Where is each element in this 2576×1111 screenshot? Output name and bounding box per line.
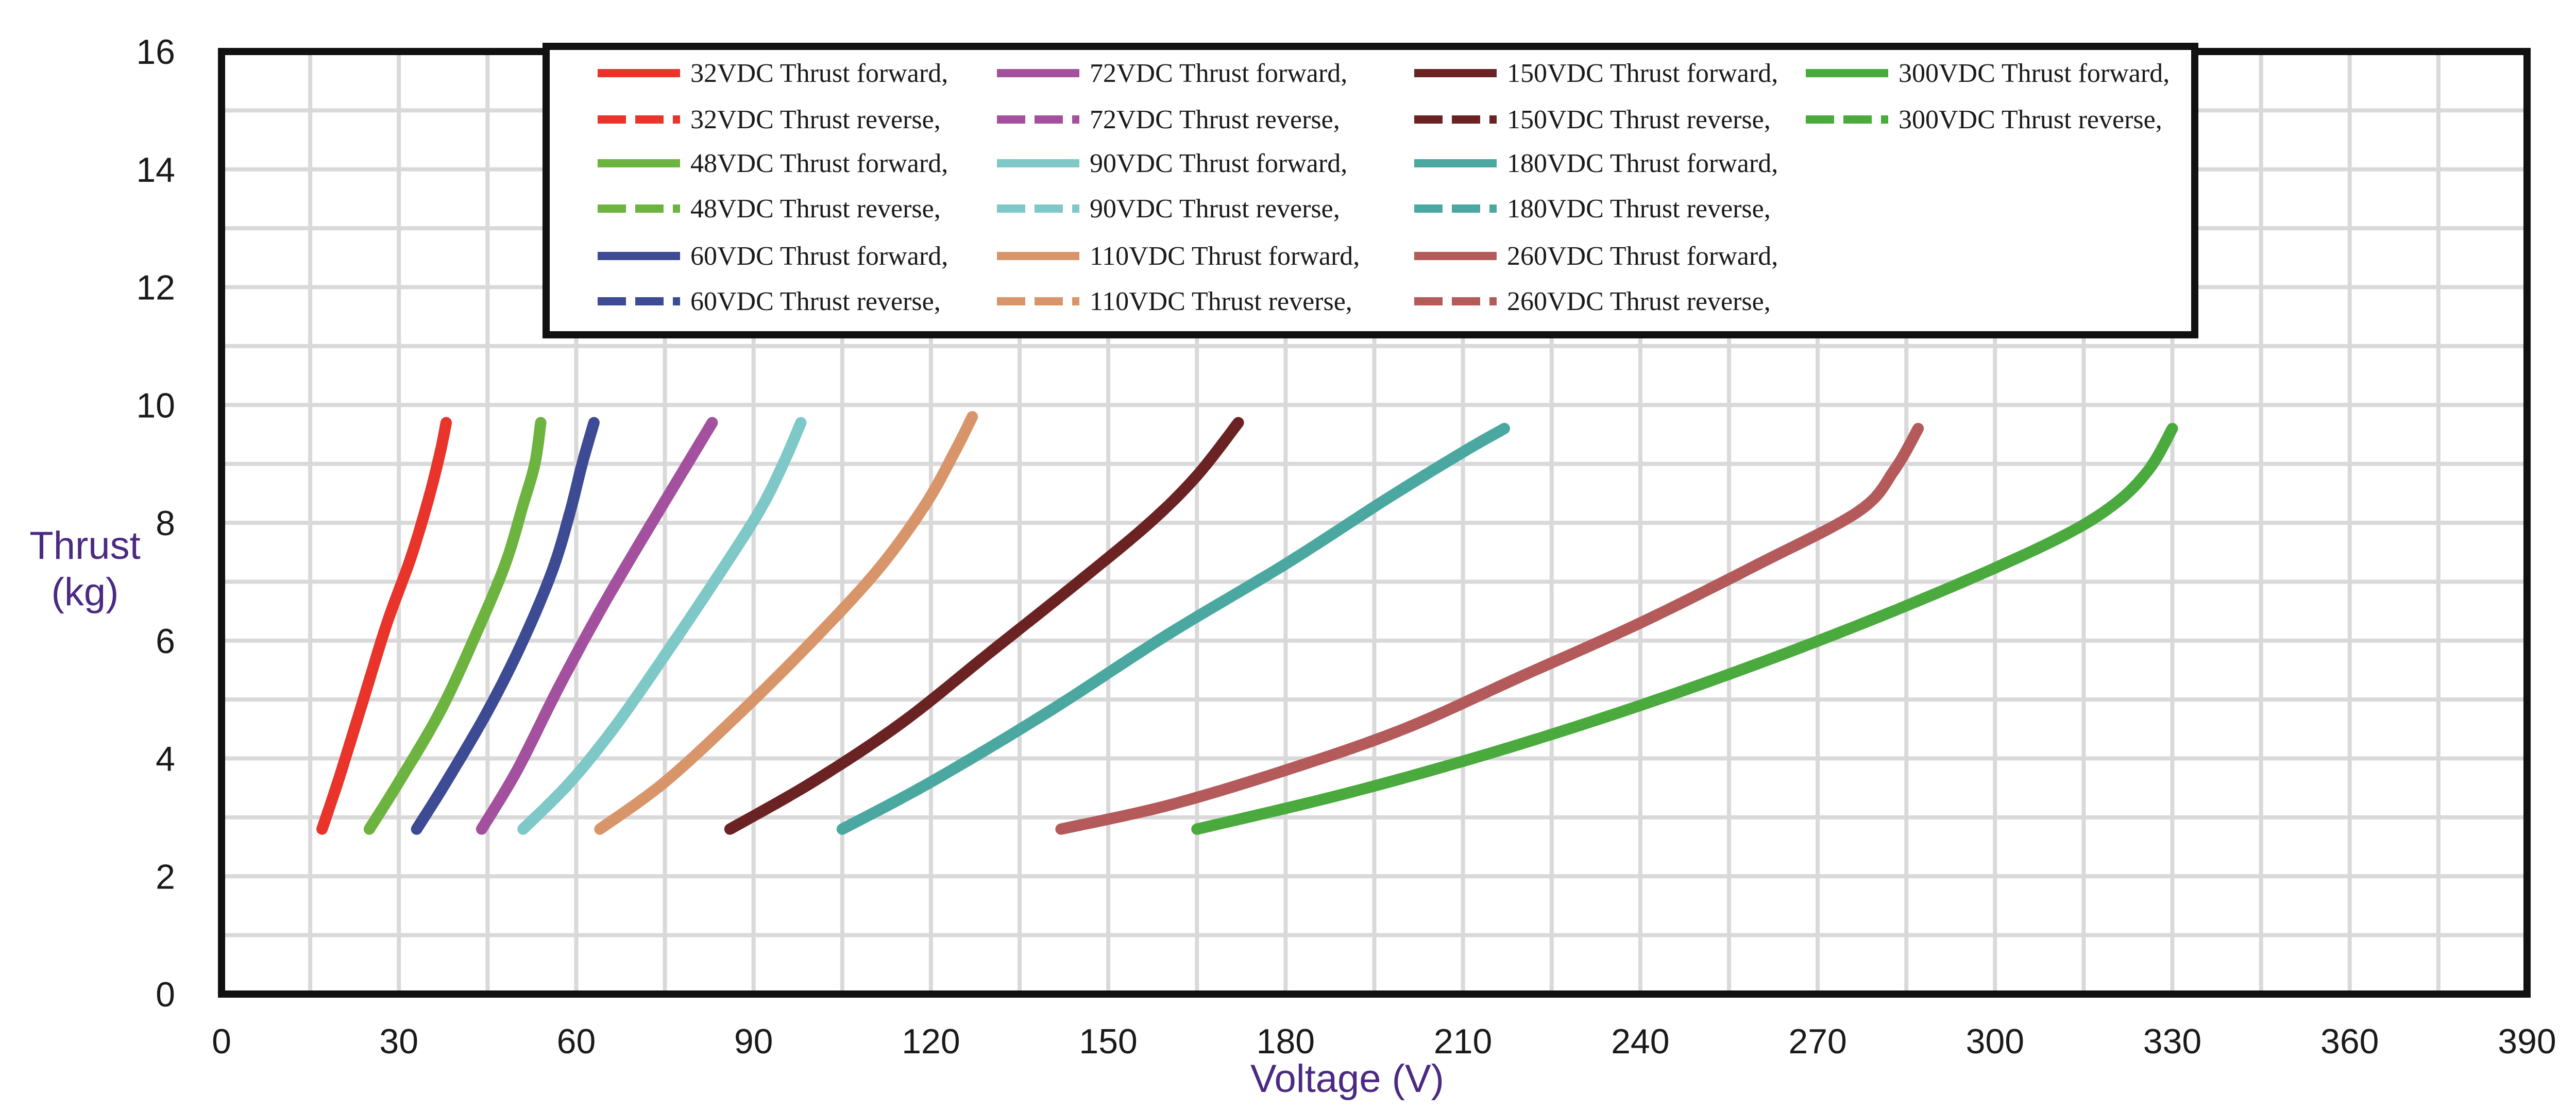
y-tick-label: 0: [156, 975, 175, 1014]
legend-label-forward-48VDC: 48VDC Thrust forward,: [690, 149, 948, 178]
legend-label-reverse-48VDC: 48VDC Thrust reverse,: [690, 194, 941, 224]
x-tick-labels: 0 30 60 90 120 150 180 210 240 270 300 330 360 390: [212, 1022, 2556, 1061]
data-curves: [316, 411, 2178, 835]
series-reverse-150VDC: [727, 419, 1243, 834]
legend-label-reverse-60VDC: 60VDC Thrust reverse,: [690, 287, 941, 316]
x-tick-label: 270: [1788, 1022, 1846, 1061]
x-tick-label: 150: [1079, 1022, 1137, 1061]
x-tick-label: 390: [2498, 1022, 2556, 1061]
legend-box: [543, 43, 2198, 338]
y-tick-label: 16: [136, 32, 175, 72]
legend-label-forward-180VDC: 180VDC Thrust forward,: [1507, 149, 1778, 178]
legend-label-forward-60VDC: 60VDC Thrust forward,: [690, 242, 948, 271]
legend-label-reverse-300VDC: 300VDC Thrust reverse,: [1899, 105, 2162, 134]
x-tick-label: 120: [902, 1022, 960, 1061]
legend-label-forward-72VDC: 72VDC Thrust forward,: [1090, 59, 1347, 88]
legend-label-forward-32VDC: 32VDC Thrust forward,: [690, 59, 948, 88]
legend-label-forward-260VDC: 260VDC Thrust forward,: [1507, 242, 1778, 271]
y-tick-label: 6: [156, 622, 175, 661]
legend-label-reverse-150VDC: 150VDC Thrust reverse,: [1507, 105, 1771, 134]
series-reverse-32VDC: [316, 421, 452, 831]
series-reverse-72VDC: [477, 419, 717, 832]
series-reverse-48VDC: [364, 421, 547, 832]
series-reverse-260VDC: [1059, 425, 1923, 835]
y-tick-label: 8: [156, 504, 175, 543]
x-tick-label: 60: [557, 1022, 596, 1061]
x-tick-label: 30: [379, 1022, 418, 1061]
x-tick-label: 0: [212, 1022, 231, 1061]
y-tick-labels: 0 2 4 6 8 10 12 14 16: [136, 32, 175, 1014]
x-axis-title: Voltage (V): [1250, 1057, 1444, 1101]
legend-label-forward-110VDC: 110VDC Thrust forward,: [1090, 242, 1360, 271]
x-tick-label: 90: [734, 1022, 773, 1061]
x-tick-label: 360: [2320, 1022, 2379, 1061]
x-tick-label: 180: [1257, 1022, 1315, 1061]
y-axis-title-line1: Thrust: [29, 524, 140, 568]
y-tick-label: 12: [136, 268, 175, 307]
legend-label-forward-300VDC: 300VDC Thrust forward,: [1899, 59, 2170, 88]
series-reverse-300VDC: [1195, 425, 2178, 835]
y-tick-label: 2: [156, 857, 175, 896]
y-tick-label: 10: [136, 386, 175, 425]
legend-label-reverse-72VDC: 72VDC Thrust reverse,: [1090, 105, 1340, 134]
series-reverse-180VDC: [839, 423, 1507, 834]
x-tick-label: 240: [1611, 1022, 1669, 1061]
legend-label-reverse-110VDC: 110VDC Thrust reverse,: [1090, 287, 1352, 316]
series-reverse-110VDC: [596, 414, 978, 834]
series-reverse-60VDC: [412, 421, 600, 832]
legend-label-reverse-180VDC: 180VDC Thrust reverse,: [1507, 194, 1771, 224]
x-tick-label: 330: [2143, 1022, 2201, 1061]
x-tick-label: 210: [1434, 1022, 1492, 1061]
x-tick-label: 300: [1966, 1022, 2024, 1061]
legend-label-reverse-32VDC: 32VDC Thrust reverse,: [690, 105, 941, 134]
y-axis-title-line2: (kg): [52, 570, 119, 614]
y-tick-label: 14: [136, 150, 175, 190]
legend: 32VDC Thrust forward, 32VDC Thrust revers…: [543, 43, 2198, 338]
legend-label-reverse-90VDC: 90VDC Thrust reverse,: [1090, 194, 1340, 224]
y-tick-label: 4: [156, 740, 175, 779]
legend-label-forward-150VDC: 150VDC Thrust forward,: [1507, 59, 1778, 88]
legend-label-reverse-260VDC: 260VDC Thrust reverse,: [1507, 287, 1771, 316]
legend-label-forward-90VDC: 90VDC Thrust forward,: [1090, 149, 1347, 178]
series-reverse-90VDC: [519, 420, 806, 833]
